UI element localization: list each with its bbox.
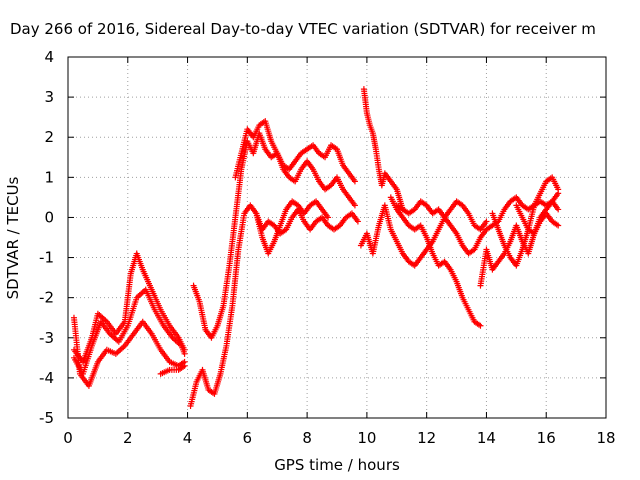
x-tick-label: 18 [596,429,615,447]
y-tick-label: 2 [44,128,54,146]
y-axis-label: SDTVAR / TECUs [4,176,22,299]
x-tick-label: 6 [243,429,253,447]
data-point-marker [351,202,358,209]
series-track-10 [357,198,490,269]
y-tick-label: 0 [44,208,54,226]
y-tick-label: -2 [39,289,54,307]
series-track-3 [70,314,188,389]
data-point-marker [483,218,490,225]
y-tick-label: -4 [39,369,54,387]
series-track-14 [489,174,562,269]
y-tick-label: -1 [39,249,54,267]
y-axis-label-group: SDTVAR / TECUs [4,176,22,299]
series-track-11 [387,194,484,329]
x-tick-label: 0 [63,429,73,447]
x-tick-label: 12 [417,429,436,447]
x-tick-label: 16 [537,429,556,447]
chart-title: Day 266 of 2016, Sidereal Day-to-day VTE… [10,20,596,38]
x-tick-label: 2 [123,429,133,447]
series-track-7 [232,118,358,185]
series-track-4 [157,362,188,377]
data-point-marker [477,322,484,329]
data-point-marker [181,362,188,369]
series-track-5 [187,202,361,409]
series-track-6 [190,130,358,341]
series-track-15 [513,202,562,237]
data-point-marker [325,214,332,221]
x-tick-label: 14 [477,429,496,447]
x-tick-label: 4 [183,429,193,447]
y-tick-label: 3 [44,88,54,106]
y-tick-label: 1 [44,168,54,186]
x-tick-label: 8 [302,429,312,447]
data-point-marker [555,222,562,229]
y-tick-label: -5 [39,409,54,427]
series-track-9 [360,86,406,213]
y-tick-label: -3 [39,329,54,347]
data-point-marker [354,218,361,225]
data-point-marker [555,186,562,193]
series-track-8 [253,198,332,257]
data-point-marker [555,206,562,213]
x-tick-label: 10 [357,429,376,447]
plot-frame [67,56,607,419]
data-point-marker [351,178,358,185]
x-axis-label: GPS time / hours [274,456,400,474]
y-tick-label: 4 [44,48,54,66]
data-point-marker [181,350,188,357]
data-markers [70,86,562,409]
